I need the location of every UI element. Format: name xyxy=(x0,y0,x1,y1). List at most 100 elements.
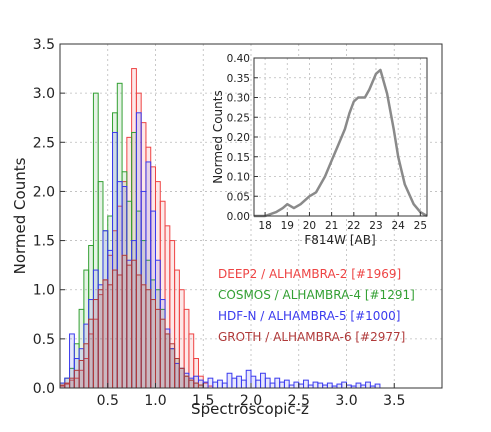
histogram-bar xyxy=(274,377,281,389)
histogram-bar xyxy=(159,318,166,389)
histogram-bar xyxy=(107,284,114,389)
histogram-bar xyxy=(303,379,309,389)
histogram-bar xyxy=(64,382,71,389)
histogram-bar xyxy=(341,381,348,389)
main-x-tick-label: 3.0 xyxy=(335,393,357,409)
histogram-bar xyxy=(336,383,343,389)
inset-x-tick-label: 25 xyxy=(414,220,427,232)
legend-entry-1: COSMOS / ALHAMBRA-4 [#1291] xyxy=(218,288,415,302)
histogram-bar xyxy=(178,367,185,389)
inset-y-tick-label: 0.35 xyxy=(227,73,250,85)
main-y-tick-label: 1.5 xyxy=(33,234,55,250)
main-y-tick-label: 2.5 xyxy=(33,135,55,151)
histogram-bar xyxy=(279,381,285,389)
inset-y-tick-label: 0.00 xyxy=(227,211,250,223)
histogram-bar xyxy=(169,343,176,389)
main-y-tick-label: 0.0 xyxy=(33,381,55,397)
histogram-bar xyxy=(150,299,157,389)
inset-x-tick-label: 18 xyxy=(258,220,271,232)
histogram-bar xyxy=(217,379,223,389)
histogram-bar xyxy=(188,379,195,389)
histogram-bar xyxy=(174,358,180,389)
histogram-bar xyxy=(326,382,333,389)
main-x-tick-label: 1.0 xyxy=(144,393,166,409)
series-0-bars xyxy=(59,68,214,389)
main-x-tick-label: 2.0 xyxy=(240,393,262,409)
main-x-ticks: 0.5 1.0 1.5 2.0 2.5 3.0 3.5 xyxy=(97,383,405,409)
histogram-bar xyxy=(140,284,147,389)
main-bars xyxy=(59,68,381,389)
histogram-bar xyxy=(102,279,109,389)
inset-series-line xyxy=(254,68,428,218)
histogram-bar xyxy=(355,382,362,389)
inset-y-tick-label: 0.05 xyxy=(227,191,250,203)
main-x-tick-label: 2.5 xyxy=(288,393,310,409)
histogram-bar xyxy=(164,333,171,389)
histogram-bar xyxy=(264,377,271,389)
histogram-bar xyxy=(269,382,276,389)
histogram-bar xyxy=(207,377,214,389)
histogram-bar xyxy=(92,299,99,389)
legend-entry-3: GROTH / ALHAMBRA-6 [#2977] xyxy=(218,330,405,344)
histogram-bar xyxy=(226,372,233,389)
inset-y-tick-label: 0.40 xyxy=(227,53,250,65)
inset-x-tick-label: 20 xyxy=(303,220,316,232)
histogram-bar xyxy=(145,289,152,389)
histogram-bar xyxy=(83,343,90,389)
main-x-tick-label: 3.5 xyxy=(383,393,405,409)
inset-plot: 18 19 20 21 22 23 24 25 0.00 0.05 0.10 0.15 0.20 0.2… xyxy=(211,53,428,247)
histogram-bar xyxy=(317,382,324,389)
histogram-bar xyxy=(231,377,238,389)
main-x-tick-label: 1.5 xyxy=(192,393,214,409)
inset-x-tick-label: 23 xyxy=(369,220,382,232)
main-y-axis-label: Normed Counts xyxy=(11,157,29,274)
histogram-bar xyxy=(155,308,161,389)
histogram-bar xyxy=(221,382,228,389)
inset-y-tick-label: 0.10 xyxy=(227,172,250,184)
legend-entry-0: DEEP2 / ALHAMBRA-2 [#1969] xyxy=(218,267,401,281)
inset-y-ticks: 0.00 0.05 0.10 0.15 0.20 0.25 0.30 0.35 0.40 xyxy=(227,53,258,223)
inset-y-tick-label: 0.15 xyxy=(227,152,250,164)
histogram-bar xyxy=(283,379,290,389)
histogram-bar xyxy=(121,254,128,389)
histogram-bar xyxy=(78,359,85,389)
inset-y-tick-label: 0.20 xyxy=(227,132,250,144)
histogram-bar xyxy=(135,274,142,389)
histogram-bar xyxy=(88,318,94,389)
main-y-tick-label: 2.0 xyxy=(33,184,55,200)
histogram-bar xyxy=(245,369,252,389)
histogram-bar xyxy=(298,383,305,389)
histogram-bar xyxy=(97,289,104,389)
histogram-bar xyxy=(202,381,209,389)
inset-y-tick-label: 0.30 xyxy=(227,93,250,105)
histogram-bar xyxy=(116,274,123,389)
histogram-bar xyxy=(126,264,133,389)
inset-x-tick-label: 19 xyxy=(281,220,294,232)
histogram-bar xyxy=(255,379,262,389)
histogram-bar xyxy=(260,372,266,389)
inset-x-tick-label: 22 xyxy=(347,220,360,232)
histogram-bar xyxy=(240,379,247,389)
histogram-bar xyxy=(193,382,199,389)
histogram-bar xyxy=(312,381,319,389)
main-y-tick-label: 3.0 xyxy=(33,86,55,102)
histogram-bar xyxy=(236,375,242,389)
inset-x-ticks: 18 19 20 21 22 23 24 25 xyxy=(258,212,427,232)
histogram-bar xyxy=(365,381,371,389)
legend: DEEP2 / ALHAMBRA-2 [#1969] COSMOS / ALHAM… xyxy=(218,267,415,344)
histogram-bar xyxy=(131,259,137,389)
main-y-tick-label: 3.5 xyxy=(33,37,55,53)
inset-x-tick-label: 21 xyxy=(325,220,338,232)
histogram-bar xyxy=(212,381,219,389)
histogram-bar xyxy=(69,377,75,389)
main-x-tick-label: 0.5 xyxy=(97,393,119,409)
main-x-axis-label: Spectroscopic-z xyxy=(191,400,309,418)
main-y-tick-label: 1.0 xyxy=(33,283,55,299)
histogram-bar xyxy=(183,375,190,389)
inset-lines xyxy=(254,68,428,218)
histogram-bar xyxy=(73,369,80,389)
histogram-bar xyxy=(112,269,118,389)
legend-entry-2: HDF-N / ALHAMBRA-5 [#1000] xyxy=(218,309,400,323)
histogram-bar xyxy=(374,383,381,389)
